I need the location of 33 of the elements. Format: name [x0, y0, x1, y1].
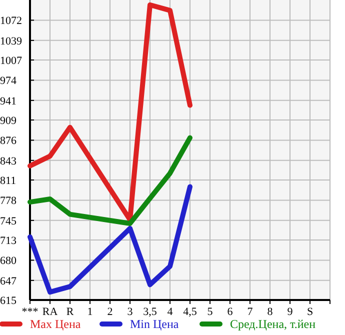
- y-tick-label: 974: [0, 75, 17, 88]
- y-tick-label: 713: [0, 234, 17, 247]
- x-tick-label: 1: [87, 306, 93, 318]
- x-tick-label: R: [66, 306, 74, 318]
- x-tick-label: 4: [167, 306, 174, 318]
- x-tick-label: 7: [247, 306, 254, 318]
- x-tick-label: 3: [127, 306, 134, 318]
- y-tick-label: 647: [0, 275, 17, 288]
- x-tick-label: 4,5: [183, 306, 198, 318]
- y-tick-label: 941: [0, 95, 16, 108]
- y-tick-label: 1072: [0, 15, 22, 28]
- y-tick-label: 1039: [0, 35, 22, 48]
- x-tick-label: 2: [107, 306, 113, 318]
- y-tick-label: 615: [0, 294, 17, 307]
- y-tick-label: 876: [0, 135, 17, 148]
- x-tick-label: 6: [227, 306, 234, 318]
- x-tick-label: 9: [287, 306, 294, 318]
- y-tick-label: 909: [0, 114, 17, 127]
- legend-label: Max Цена: [30, 317, 82, 331]
- y-tick-label: 1007: [0, 54, 22, 67]
- y-tick-label: 778: [0, 195, 17, 208]
- x-tick-label: 5: [207, 306, 214, 318]
- x-tick-label: 3,5: [143, 306, 158, 318]
- x-tick-label: RA: [42, 306, 58, 318]
- legend-label: Min Цена: [130, 317, 180, 331]
- x-tick-label: 8: [267, 306, 274, 318]
- y-tick-label: 843: [0, 155, 17, 168]
- y-tick-label: 680: [0, 255, 17, 268]
- x-tick-label: ***: [22, 306, 38, 318]
- y-tick-label: 811: [0, 174, 16, 187]
- x-tick-label: S: [306, 306, 314, 318]
- y-tick-label: 745: [0, 215, 17, 228]
- legend-label: Сред.Цена, т.йен: [230, 317, 316, 331]
